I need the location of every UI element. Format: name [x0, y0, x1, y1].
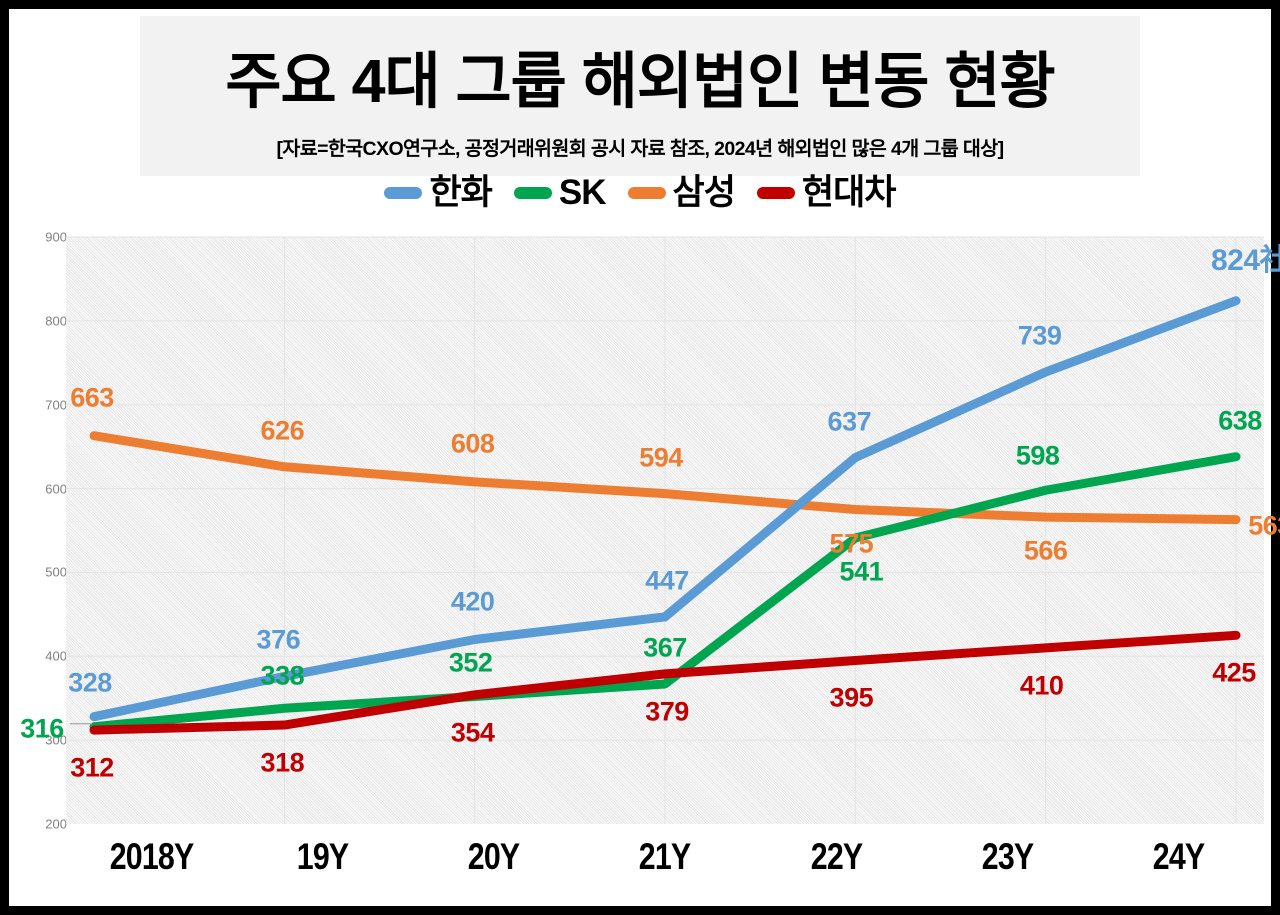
x-axis-tick-label: 19Y — [296, 836, 349, 877]
legend-label: 한화 — [429, 173, 492, 212]
data-label-현대차-24Y: 425 — [1212, 657, 1256, 688]
data-label-현대차-22Y: 395 — [829, 682, 874, 713]
data-label-SK-22Y: 541 — [839, 556, 884, 587]
x-axis-tick-label: 21Y — [639, 836, 691, 877]
data-label-SK-2018Y: 316 — [20, 713, 64, 744]
chart-legend: 한화 SK 삼성 현대차 — [9, 175, 1271, 210]
legend-swatch-icon — [756, 186, 795, 199]
legend-item-한화[interactable]: 한화 — [384, 173, 493, 212]
chart-source-note: [자료=한국CXO연구소, 공정거래위원회 공시 자료 참조, 2024년 해외… — [276, 138, 1005, 160]
x-axis-tick-label: 22Y — [810, 836, 862, 877]
data-label-삼성-22Y: 575 — [829, 528, 874, 559]
series-line-삼성 — [89, 431, 1241, 525]
y-axis-tick-label: 900 — [45, 229, 67, 245]
series-line-현대차 — [89, 630, 1241, 735]
page-title: 주요 4대 그룹 해외법인 변동 현황 — [225, 47, 1055, 115]
legend-label: 삼성 — [672, 173, 736, 212]
y-axis-tick-label: 800 — [45, 313, 67, 329]
data-label-현대차-20Y: 354 — [450, 717, 495, 748]
y-axis-tick-label: 600 — [45, 481, 67, 497]
y-axis-tick-label: 700 — [45, 397, 67, 413]
data-label-현대차-19Y: 318 — [260, 747, 305, 778]
data-label-한화-22Y: 637 — [827, 406, 872, 437]
data-label-삼성-21Y: 594 — [639, 442, 683, 473]
y-axis-tick-label: 500 — [45, 564, 67, 580]
legend-item-SK[interactable]: SK — [513, 173, 607, 212]
plot-area: 328 376 420 447 637 739 824社 316 338 352 367 541 598… — [20, 236, 1280, 824]
x-axis-tick-label: 2018Y — [109, 836, 194, 877]
legend-swatch-icon — [627, 186, 666, 199]
legend-swatch-icon — [384, 186, 423, 199]
x-axis: 2018Y 19Y 20Y 21Y 22Y 23Y 24Y — [66, 836, 1264, 906]
data-label-현대차-21Y: 379 — [645, 696, 689, 727]
data-label-한화-2018Y: 328 — [68, 667, 112, 698]
data-label-SK-23Y: 598 — [1015, 440, 1060, 471]
title-background-band — [140, 16, 1140, 176]
data-label-한화-20Y: 420 — [450, 586, 495, 616]
x-axis-tick-label: 24Y — [1152, 836, 1205, 877]
legend-item-현대차[interactable]: 현대차 — [756, 173, 897, 212]
line-chart-svg — [66, 236, 1264, 824]
data-label-삼성-19Y: 626 — [260, 415, 305, 446]
data-label-SK-24Y: 638 — [1218, 405, 1262, 436]
plot-wrapper: 900 800 700 600 500 400 300 200 328 376 420 447 637… — [9, 224, 1280, 906]
data-label-현대차-23Y: 410 — [1019, 670, 1064, 701]
x-axis-tick-label: 20Y — [468, 836, 520, 877]
data-label-삼성-24Y: 563 — [1248, 510, 1280, 541]
x-axis-tick-label: 23Y — [981, 836, 1034, 877]
y-axis-tick-label: 300 — [45, 732, 67, 748]
data-label-한화-23Y: 739 — [1017, 320, 1062, 351]
series-line-한화 — [89, 296, 1241, 722]
data-label-한화-24Y: 824社 — [1210, 243, 1280, 277]
series-line-SK — [89, 452, 1241, 732]
legend-label: SK — [558, 173, 607, 212]
y-axis-tick-label: 400 — [45, 648, 67, 664]
legend-swatch-icon — [513, 186, 552, 199]
data-label-SK-19Y: 338 — [260, 660, 305, 691]
data-label-삼성-20Y: 608 — [450, 428, 495, 459]
data-label-한화-21Y: 447 — [645, 565, 689, 596]
y-axis: 900 800 700 600 500 400 300 200 — [19, 224, 67, 832]
data-label-삼성-2018Y: 663 — [70, 382, 114, 413]
data-label-한화-19Y: 376 — [256, 624, 301, 655]
data-label-SK-20Y: 352 — [448, 647, 493, 678]
data-label-삼성-23Y: 566 — [1023, 535, 1068, 566]
legend-label: 현대차 — [801, 173, 897, 212]
data-label-현대차-2018Y: 312 — [70, 752, 114, 783]
legend-item-삼성[interactable]: 삼성 — [627, 173, 736, 212]
y-axis-tick-label: 200 — [45, 816, 67, 832]
data-label-SK-21Y: 367 — [643, 632, 687, 663]
